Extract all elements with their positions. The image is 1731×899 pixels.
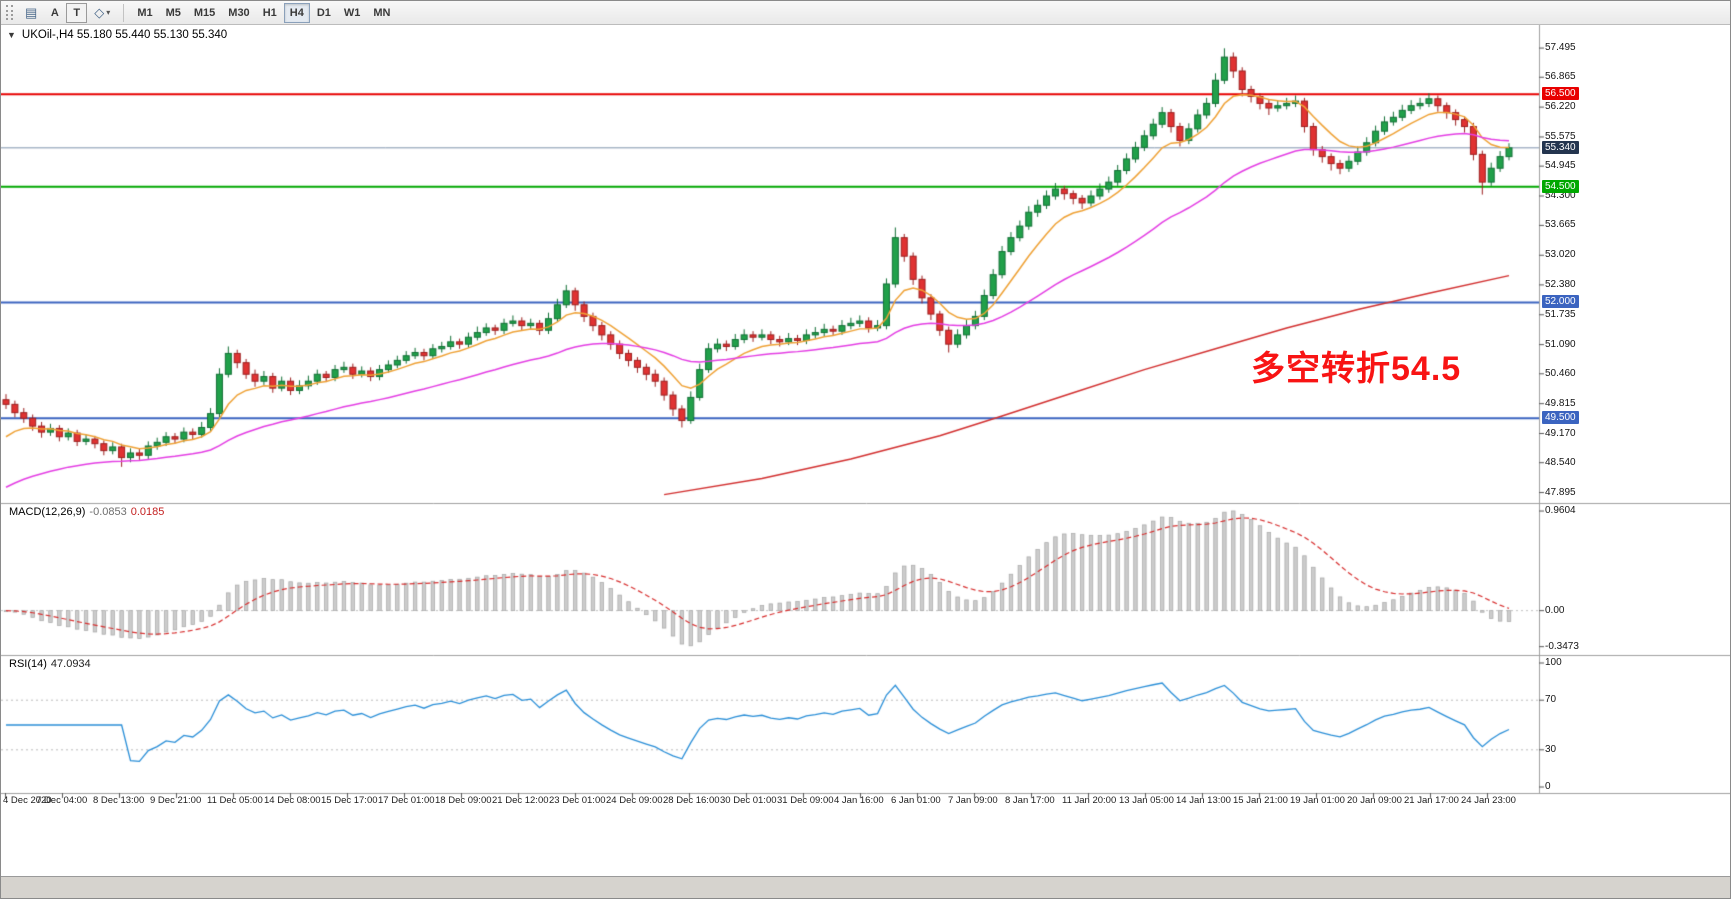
price-annotation-text[interactable]: 多空转折54.5	[1251, 350, 1462, 388]
macd-indicator-label: MACD(12,26,9) -0.0853 0.0185	[9, 506, 164, 518]
rsi-name: RSI(14)	[9, 658, 47, 670]
macd-name: MACD(12,26,9)	[9, 506, 86, 518]
macd-signal-value: 0.0185	[130, 506, 165, 518]
toolbar: ▤ A T ◇ ▾ M1 M5 M15 M30 H1 H4 D1 W1 MN	[1, 1, 1730, 25]
arrow-tool-button[interactable]: A	[44, 3, 65, 23]
window-bottom-edge	[1, 876, 1730, 898]
oneclick-trading-collapse-icon[interactable]: ▼	[7, 30, 16, 40]
rsi-value: 47.0934	[50, 658, 91, 670]
timeframe-button-D1[interactable]: D1	[311, 3, 337, 23]
macd-main-value: -0.0853	[89, 506, 127, 518]
timeframe-button-M5[interactable]: M5	[160, 3, 187, 23]
templates-icon[interactable]: ▤	[19, 3, 43, 23]
timeframe-button-H1[interactable]: H1	[257, 3, 283, 23]
rsi-indicator-label: RSI(14) 47.0934	[9, 658, 91, 670]
text-tool-button[interactable]: T	[66, 2, 88, 23]
toolbar-separator	[123, 3, 125, 22]
timeframe-button-M15[interactable]: M15	[188, 3, 221, 23]
timeframe-button-M1[interactable]: M1	[131, 3, 158, 23]
timeframe-button-H4[interactable]: H4	[283, 2, 310, 23]
shapes-tool-button[interactable]: ◇ ▾	[88, 3, 116, 23]
symbol-title: UKOil-,H4 55.180 55.440 55.130 55.340	[21, 29, 228, 41]
timeframe-button-W1[interactable]: W1	[338, 3, 367, 23]
chart-canvas[interactable]	[1, 25, 1730, 876]
timeframe-button-M30[interactable]: M30	[222, 3, 255, 23]
dropdown-caret-icon: ▾	[106, 8, 111, 17]
toolbar-grip[interactable]	[6, 5, 13, 20]
symbol-title-row: ▼ UKOil-,H4 55.180 55.440 55.130 55.340	[7, 29, 227, 41]
timeframe-button-MN[interactable]: MN	[367, 3, 396, 23]
